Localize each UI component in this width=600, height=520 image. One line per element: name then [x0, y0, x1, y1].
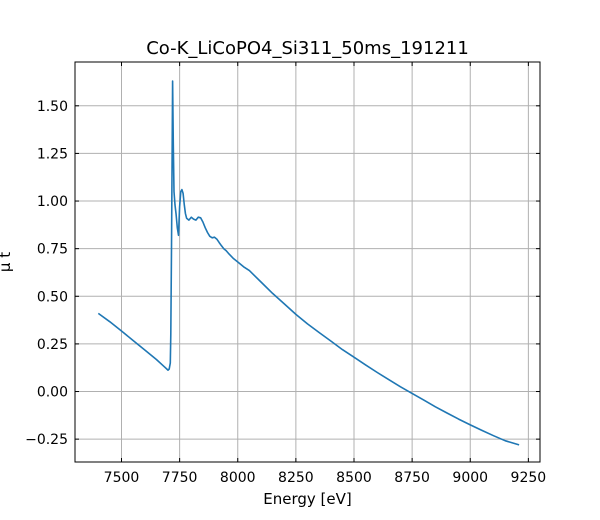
- series-layer: [97, 80, 520, 446]
- y-tick-label: 0.25: [37, 337, 68, 353]
- y-axis-label: μ t: [0, 252, 14, 272]
- x-tick-label: 8000: [220, 470, 256, 486]
- x-tick-label: 8250: [278, 470, 314, 486]
- x-axis-label: Energy [eV]: [263, 490, 351, 508]
- x-tick-label: 8750: [394, 470, 430, 486]
- y-tick-label: 0.75: [37, 242, 68, 258]
- grid: [75, 62, 540, 462]
- x-tick-label: 9000: [452, 470, 488, 486]
- y-tick-label: 1.00: [37, 194, 68, 210]
- y-tick-label: 1.50: [37, 99, 68, 115]
- ticks: 7500 7750 8000 8250 8500 8750 9000 9250 −0.25 0.0…: [25, 62, 546, 486]
- y-tick-label: 1.25: [37, 146, 68, 162]
- x-tick-label: 7500: [104, 470, 140, 486]
- y-tick-label: −0.25: [25, 432, 68, 448]
- y-tick-label: 0.50: [37, 289, 68, 305]
- x-tick-label: 8500: [336, 470, 372, 486]
- chart-title: Co-K_LiCoPO4_Si311_50ms_191211: [146, 38, 469, 59]
- y-tick-label: 0.00: [37, 385, 68, 401]
- plot-frame: [74, 61, 541, 463]
- x-tick-label: 7750: [162, 470, 198, 486]
- series-line: [97, 80, 520, 446]
- x-tick-label: 9250: [511, 470, 547, 486]
